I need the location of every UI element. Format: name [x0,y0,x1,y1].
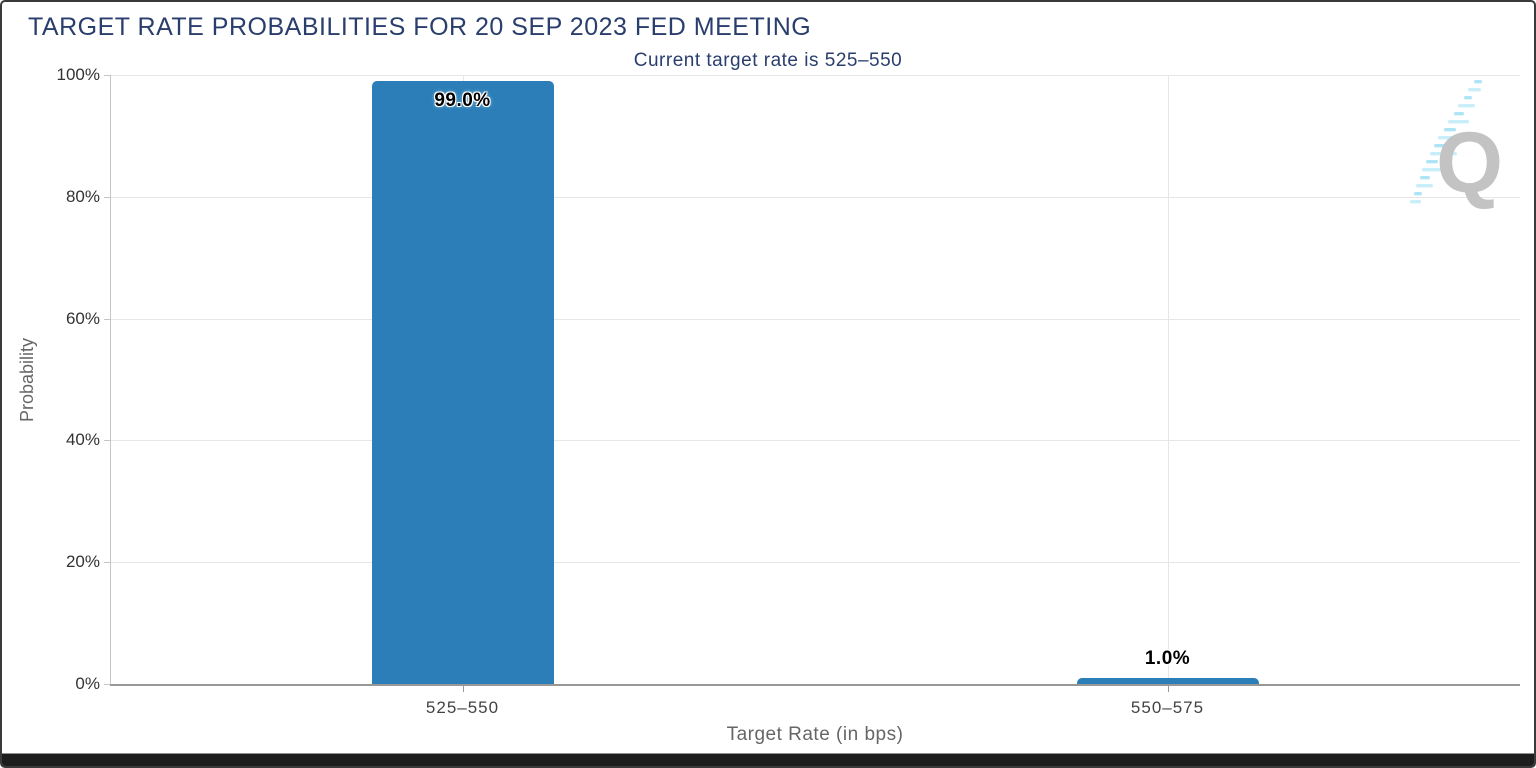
y-axis-tick-mark [104,440,110,442]
y-gridline [110,196,1520,198]
y-axis-line [110,75,111,684]
logo-q-letter: Q [1436,115,1503,211]
chart-title: TARGET RATE PROBABILITIES FOR 20 SEP 202… [28,13,812,41]
chart-subtitle: Current target rate is 525–550 [633,50,903,71]
y-axis-tick-label: 20% [65,552,100,572]
quikstrike-q-logo-icon: Q [1410,80,1503,211]
y-gridline [110,75,1520,76]
y-axis-tick-mark [104,75,110,76]
y-gridline [110,440,1520,442]
x-axis-category-label: 550–575 [1130,698,1205,717]
bar-data-label: 99.0% [434,90,491,112]
y-axis-tick-label: 60% [65,308,100,328]
x-axis-line [110,684,1520,686]
y-axis-tick-mark [104,562,110,564]
bar-550–575[interactable] [1076,677,1259,684]
y-axis-tick-label: 0% [75,674,100,693]
y-axis-tick-label: 80% [65,186,100,206]
y-gridline [110,318,1520,320]
x-axis-category-label: 525–550 [425,698,500,717]
x-axis-title: Target Rate (in bps) [726,724,904,745]
window-bottom-edge [2,753,1534,766]
y-gridline [110,562,1520,564]
y-axis-tick-label: 100% [56,65,100,84]
x-axis-tick-mark [1167,686,1169,692]
bar-data-label: 1.0% [1144,647,1191,669]
bar-525–550[interactable] [371,81,554,684]
y-axis-tick-mark [104,318,110,320]
y-axis-title: Probability [17,337,37,423]
logo-swoosh [1410,80,1482,204]
y-axis-tick-mark [104,684,110,685]
y-axis-tick-label: 40% [65,430,100,450]
y-axis-tick-mark [104,196,110,198]
x-gridline [1167,75,1169,684]
x-axis-tick-mark [462,686,464,692]
